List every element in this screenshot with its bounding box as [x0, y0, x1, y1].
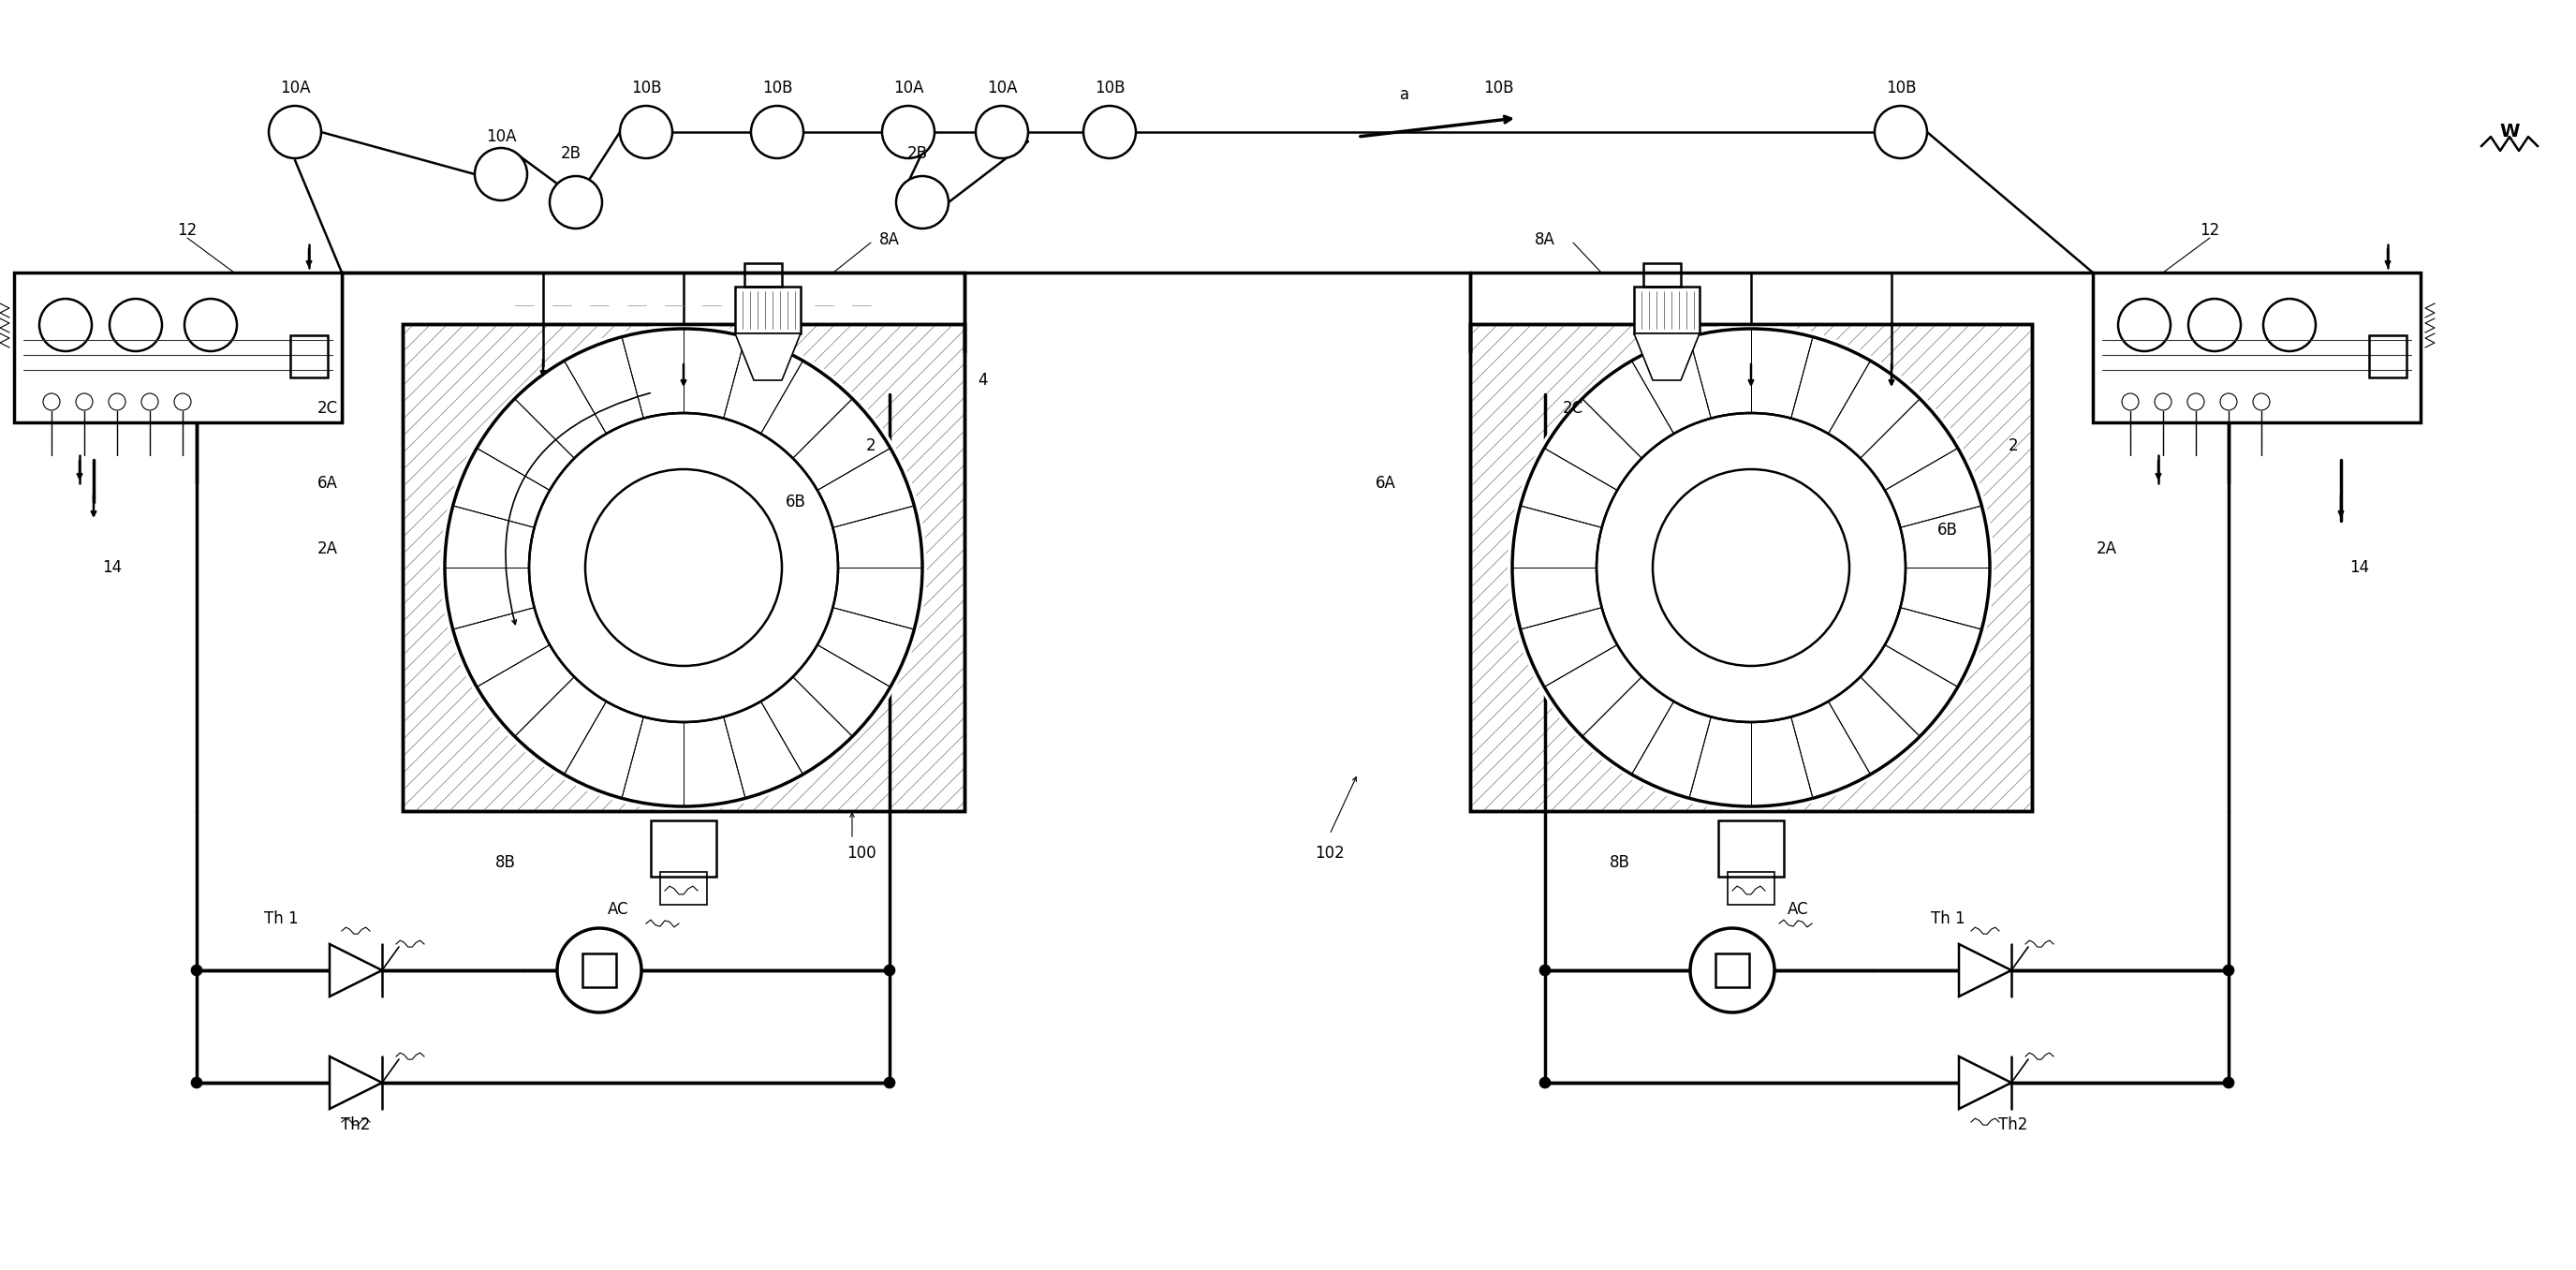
- Circle shape: [2223, 965, 2233, 975]
- Circle shape: [549, 177, 603, 229]
- Text: Th 1: Th 1: [1929, 911, 1965, 927]
- Bar: [1633, 287, 1700, 334]
- Text: 2: 2: [866, 437, 876, 455]
- Circle shape: [884, 965, 896, 975]
- Circle shape: [2264, 298, 2316, 352]
- Text: AC: AC: [608, 900, 629, 918]
- Text: 6A: 6A: [317, 475, 337, 491]
- Bar: [1718, 820, 1783, 876]
- Circle shape: [2117, 298, 2172, 352]
- Circle shape: [191, 965, 204, 975]
- Polygon shape: [1958, 944, 2012, 997]
- Text: 8A: 8A: [1535, 231, 1556, 248]
- Polygon shape: [1633, 334, 1700, 380]
- Bar: [734, 287, 801, 334]
- Circle shape: [1507, 324, 1994, 812]
- Circle shape: [2190, 298, 2241, 352]
- Polygon shape: [1958, 1057, 2012, 1109]
- Circle shape: [185, 298, 237, 352]
- Circle shape: [881, 105, 935, 159]
- Text: 100: 100: [848, 845, 876, 861]
- Text: 12: 12: [178, 222, 198, 239]
- Text: 102: 102: [1314, 845, 1345, 861]
- Circle shape: [1875, 105, 1927, 159]
- Circle shape: [1540, 1077, 1551, 1088]
- Circle shape: [752, 105, 804, 159]
- Circle shape: [621, 105, 672, 159]
- Bar: [744, 263, 783, 287]
- Circle shape: [39, 298, 93, 352]
- Text: W: W: [2499, 123, 2519, 141]
- Polygon shape: [330, 1057, 381, 1109]
- Circle shape: [111, 298, 162, 352]
- Bar: [1716, 954, 1749, 987]
- Bar: [13, 273, 343, 423]
- Bar: [291, 335, 327, 377]
- Bar: [652, 820, 716, 876]
- Text: 10B: 10B: [1484, 80, 1515, 97]
- Circle shape: [1540, 965, 1551, 975]
- Text: 10A: 10A: [987, 80, 1018, 97]
- Text: 14: 14: [2349, 559, 2370, 577]
- Text: 14: 14: [103, 559, 121, 577]
- Text: 10B: 10B: [631, 80, 662, 97]
- Text: 8B: 8B: [495, 855, 515, 871]
- Text: 4: 4: [979, 372, 989, 389]
- Text: 6A: 6A: [1376, 475, 1396, 491]
- Bar: [402, 324, 963, 812]
- Text: 2: 2: [2009, 437, 2017, 455]
- Bar: [2092, 273, 2421, 423]
- Text: 2A: 2A: [2097, 541, 2117, 558]
- Text: Th2: Th2: [340, 1116, 371, 1133]
- Text: 2B: 2B: [562, 145, 582, 163]
- Circle shape: [474, 149, 528, 201]
- Circle shape: [1600, 415, 1904, 720]
- Text: 8A: 8A: [878, 231, 899, 248]
- Circle shape: [1690, 928, 1775, 1012]
- Text: 10A: 10A: [487, 128, 515, 145]
- Text: AC: AC: [1788, 900, 1808, 918]
- Text: 8B: 8B: [1610, 855, 1631, 871]
- Bar: [1471, 324, 2032, 812]
- Text: 6B: 6B: [1937, 522, 1958, 538]
- Polygon shape: [734, 334, 801, 380]
- Circle shape: [1084, 105, 1136, 159]
- Circle shape: [556, 928, 641, 1012]
- Bar: [1728, 872, 1775, 904]
- Bar: [1471, 324, 2032, 812]
- Text: 10A: 10A: [894, 80, 925, 97]
- Bar: [402, 324, 963, 812]
- Circle shape: [268, 105, 322, 159]
- Text: 10A: 10A: [281, 80, 309, 97]
- Bar: [659, 872, 706, 904]
- Text: Th2: Th2: [1999, 1116, 2027, 1133]
- Circle shape: [896, 177, 948, 229]
- Text: 2C: 2C: [1564, 400, 1584, 417]
- Text: 2A: 2A: [317, 541, 337, 558]
- Bar: [1643, 263, 1680, 287]
- Circle shape: [976, 105, 1028, 159]
- Text: 10B: 10B: [762, 80, 793, 97]
- Text: Th 1: Th 1: [263, 911, 299, 927]
- Circle shape: [191, 1077, 204, 1088]
- Text: 10B: 10B: [1095, 80, 1126, 97]
- Circle shape: [884, 1077, 896, 1088]
- Circle shape: [2223, 1077, 2233, 1088]
- Bar: [2370, 335, 2406, 377]
- Circle shape: [531, 415, 837, 720]
- Text: 12: 12: [2200, 222, 2221, 239]
- Bar: [582, 954, 616, 987]
- Circle shape: [440, 324, 927, 812]
- Text: 6B: 6B: [786, 494, 806, 511]
- Text: 2B: 2B: [907, 145, 927, 163]
- Text: 10B: 10B: [1886, 80, 1917, 97]
- Text: a: a: [1399, 86, 1409, 103]
- Text: 2C: 2C: [317, 400, 337, 417]
- Polygon shape: [330, 944, 381, 997]
